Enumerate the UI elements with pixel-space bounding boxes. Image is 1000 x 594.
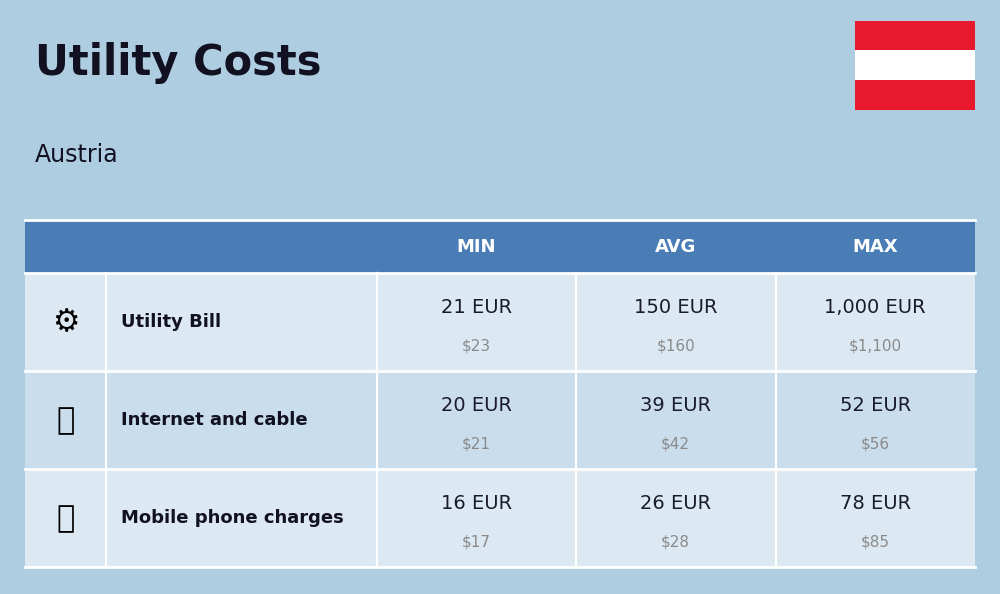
Text: 16 EUR: 16 EUR: [441, 494, 512, 513]
Text: Austria: Austria: [35, 143, 119, 166]
Bar: [855, 50, 975, 80]
Text: $85: $85: [861, 535, 890, 549]
Text: $17: $17: [462, 535, 491, 549]
Text: Utility Costs: Utility Costs: [35, 42, 322, 84]
Text: 21 EUR: 21 EUR: [441, 298, 512, 317]
Text: ⚙: ⚙: [52, 308, 79, 337]
Text: $23: $23: [462, 339, 491, 353]
Text: $56: $56: [861, 437, 890, 451]
Text: MAX: MAX: [852, 238, 898, 255]
Text: 20 EUR: 20 EUR: [441, 396, 512, 415]
Bar: [25, 220, 975, 273]
Text: $160: $160: [656, 339, 695, 353]
Text: 39 EUR: 39 EUR: [640, 396, 711, 415]
Text: $1,100: $1,100: [849, 339, 902, 353]
Text: Internet and cable: Internet and cable: [121, 411, 307, 429]
Text: $42: $42: [661, 437, 690, 451]
Bar: [25, 273, 975, 371]
Text: 📡: 📡: [56, 406, 74, 435]
Text: 26 EUR: 26 EUR: [640, 494, 711, 513]
Bar: [25, 469, 975, 567]
Text: $21: $21: [462, 437, 491, 451]
Text: 1,000 EUR: 1,000 EUR: [824, 298, 926, 317]
Text: 52 EUR: 52 EUR: [840, 396, 911, 415]
Text: AVG: AVG: [655, 238, 696, 255]
Text: Mobile phone charges: Mobile phone charges: [121, 509, 344, 527]
Bar: [25, 371, 975, 469]
Bar: [855, 80, 975, 110]
Text: 📱: 📱: [56, 504, 74, 533]
Text: Utility Bill: Utility Bill: [121, 313, 221, 331]
Text: MIN: MIN: [456, 238, 496, 255]
Text: $28: $28: [661, 535, 690, 549]
Text: 150 EUR: 150 EUR: [634, 298, 718, 317]
Bar: [855, 21, 975, 50]
Text: 78 EUR: 78 EUR: [840, 494, 911, 513]
